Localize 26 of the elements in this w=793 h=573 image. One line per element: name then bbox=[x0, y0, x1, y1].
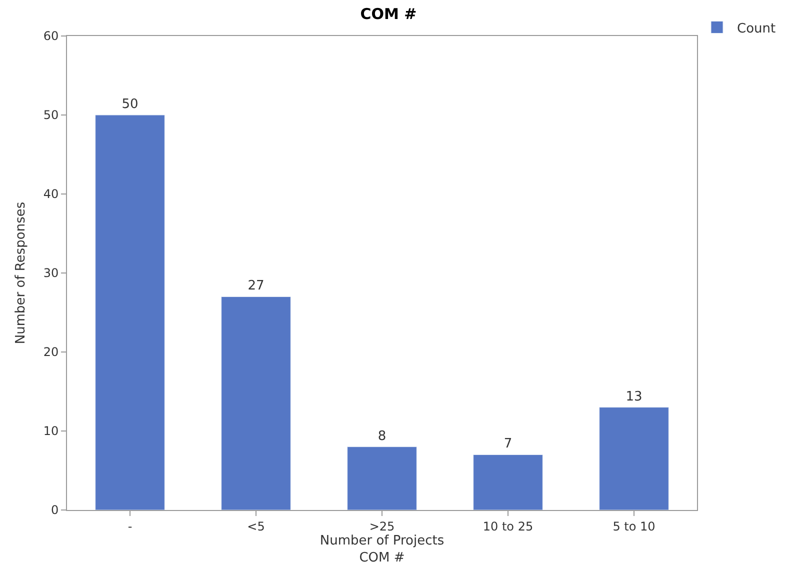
bar bbox=[347, 446, 417, 510]
data-label: 13 bbox=[626, 389, 642, 404]
bar bbox=[599, 407, 669, 510]
x-tick-label: 10 to 25 bbox=[482, 519, 534, 534]
y-tick-label: 40 bbox=[43, 187, 59, 202]
bar bbox=[473, 454, 543, 510]
y-tick-label: 10 bbox=[43, 424, 59, 438]
y-tick-label: 20 bbox=[43, 345, 59, 360]
y-tick-label: 0 bbox=[50, 503, 59, 518]
x-tick-label: <5 bbox=[247, 519, 265, 534]
x-tick-label: >25 bbox=[369, 519, 395, 534]
y-tick-label: 30 bbox=[43, 266, 59, 280]
y-tick-label: 50 bbox=[43, 108, 59, 122]
x-tick-label: - bbox=[128, 519, 132, 534]
y-tick-label: 60 bbox=[43, 29, 59, 44]
data-label: 50 bbox=[122, 97, 138, 112]
x-axis-title: Number of Projects COM # bbox=[320, 533, 444, 566]
legend-label: Count bbox=[737, 21, 776, 36]
bar bbox=[95, 114, 165, 510]
data-label: 8 bbox=[378, 428, 386, 444]
y-axis-title: Number of Responses bbox=[13, 202, 28, 344]
x-tick-label: 5 to 10 bbox=[612, 519, 656, 534]
data-label: 7 bbox=[504, 436, 512, 452]
bar bbox=[221, 296, 291, 510]
chart-title: COM # bbox=[360, 5, 417, 24]
data-label: 27 bbox=[248, 278, 264, 294]
